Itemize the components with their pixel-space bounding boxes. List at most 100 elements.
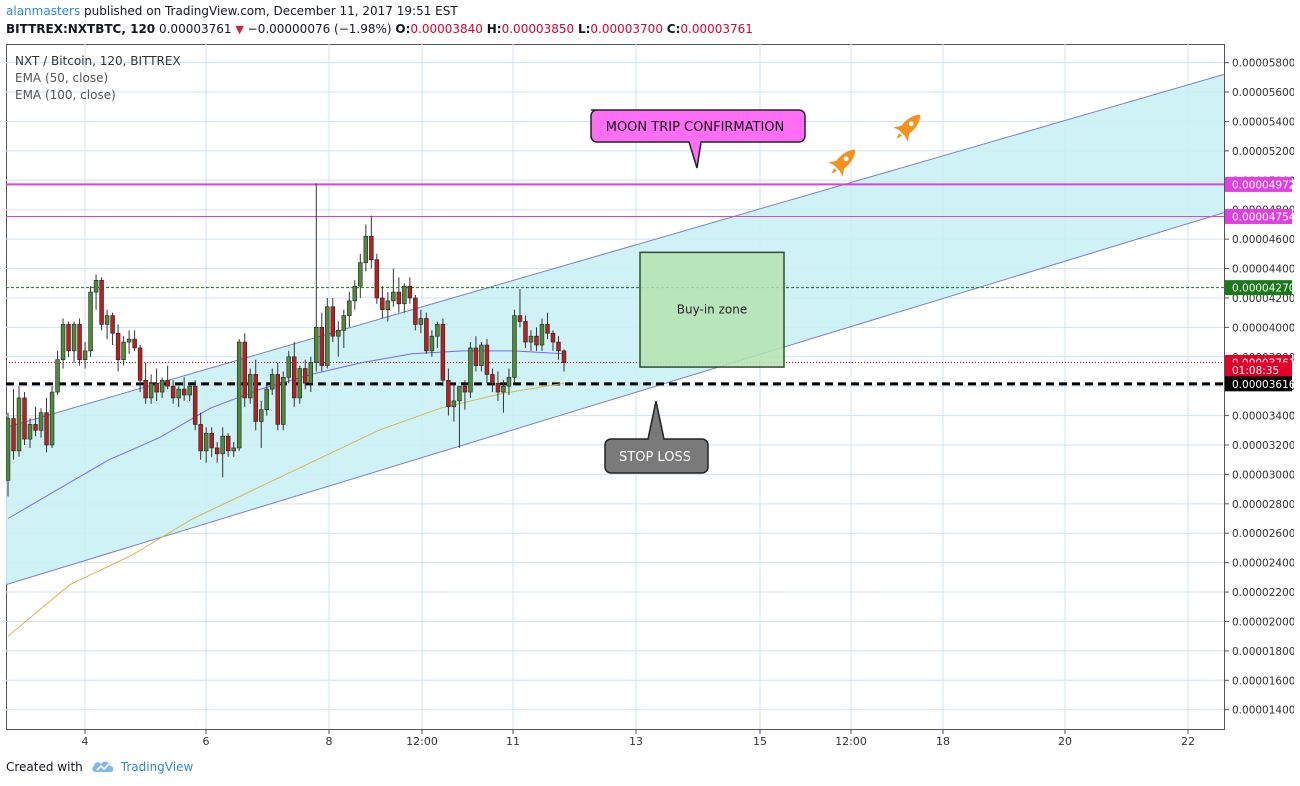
- price-label: 0.00003616: [1225, 376, 1296, 392]
- price-change: −0.00000076 (−1.98%): [247, 22, 392, 36]
- candle: [550, 330, 556, 351]
- candle: [539, 318, 545, 351]
- y-tick-label: 0.00004400: [1232, 264, 1294, 276]
- candle: [429, 330, 435, 357]
- candle-body: [99, 279, 104, 325]
- rocket-icon: [893, 114, 921, 142]
- candle: [319, 312, 325, 372]
- chart-area[interactable]: Buy-in zone MOON TRIP CONFIRMATION STOP …: [5, 44, 1296, 748]
- candle: [192, 380, 198, 431]
- stop-loss-callout-label: STOP LOSS: [619, 450, 691, 465]
- candle: [281, 371, 286, 431]
- candle: [270, 368, 275, 395]
- candle-body: [281, 377, 286, 425]
- author-link[interactable]: alanmasters: [6, 4, 81, 18]
- candle: [148, 374, 154, 404]
- candle: [374, 253, 380, 304]
- candle-body: [429, 335, 435, 352]
- x-tick-label: 22: [1181, 735, 1195, 748]
- candle-body: [297, 368, 302, 399]
- candle-body: [490, 374, 495, 384]
- candle-body: [214, 447, 220, 455]
- x-tick-label: 12:00: [835, 735, 867, 748]
- candle: [468, 342, 473, 398]
- price-label-text: 0.00004754: [1232, 211, 1294, 223]
- price-label-box: [1225, 208, 1292, 224]
- candle-body: [165, 379, 170, 387]
- candle-body: [512, 315, 517, 378]
- x-tick-label: 4: [82, 735, 89, 748]
- price-label: 0.00004754: [1225, 208, 1296, 224]
- candle-body: [159, 379, 165, 393]
- candle: [198, 412, 203, 460]
- candle-body: [242, 341, 247, 399]
- candle-body: [88, 291, 93, 352]
- channel-lower-line: [5, 212, 1225, 586]
- candle-body: [71, 324, 77, 352]
- tradingview-cloud-icon: [92, 761, 114, 772]
- candle: [242, 333, 247, 407]
- candle-body: [336, 329, 341, 337]
- candle-body: [341, 315, 347, 331]
- high-value: 0.00003850: [501, 22, 575, 36]
- price-label: 0.00004270: [1225, 280, 1295, 296]
- candle: [104, 309, 110, 340]
- candle: [545, 312, 550, 340]
- candle: [341, 309, 347, 348]
- y-tick-label: 0.00005400: [1232, 116, 1294, 128]
- candle: [501, 380, 506, 413]
- time-axis[interactable]: 4 6 8 12:00 11 13 15 12:00 18 20 22: [82, 729, 1196, 748]
- candle-body: [374, 259, 380, 299]
- candle: [561, 349, 567, 372]
- candle: [556, 336, 561, 360]
- candle: [209, 427, 214, 457]
- y-tick-label: 0.00002400: [1232, 558, 1294, 570]
- candle-body: [523, 321, 528, 343]
- price-label-text: 0.00004972: [1232, 179, 1294, 191]
- stop-loss-callout-box: [604, 400, 709, 474]
- close-label: C:: [666, 22, 681, 36]
- candle: [253, 359, 258, 431]
- price-label-box: [1225, 176, 1292, 192]
- candle-body: [391, 291, 396, 302]
- low-label: L:: [577, 22, 591, 36]
- candle-body: [435, 324, 440, 337]
- candle-body: [137, 347, 143, 381]
- candle-body: [231, 447, 236, 452]
- tradingview-link[interactable]: TradingView: [120, 760, 194, 774]
- candle-body: [495, 382, 501, 393]
- candle: [176, 386, 181, 407]
- ascending-channel: [5, 73, 1225, 586]
- candle-body: [457, 385, 462, 402]
- price-chart[interactable]: Buy-in zone MOON TRIP CONFIRMATION STOP …: [5, 44, 1296, 748]
- candle-body: [115, 332, 121, 361]
- candle-body: [440, 324, 446, 381]
- y-tick-label: 0.00001400: [1232, 705, 1294, 717]
- candle-body: [170, 385, 176, 399]
- candle: [490, 368, 495, 393]
- candle: [314, 183, 319, 372]
- candle-body: [413, 297, 418, 325]
- candle: [264, 383, 269, 416]
- candle-body: [126, 338, 132, 343]
- candle: [424, 312, 429, 354]
- y-tick-label: 0.00002800: [1232, 499, 1294, 511]
- candle: [369, 215, 374, 269]
- candle-body: [121, 341, 126, 361]
- y-tick-label: 0.00003200: [1232, 440, 1294, 452]
- candle-body: [82, 350, 88, 361]
- candle-body: [203, 432, 209, 452]
- candle-body: [176, 388, 181, 399]
- ohlc-bar: BITTREX:NXTBTC, 120 0.00003761 ▼ −0.0000…: [6, 22, 753, 36]
- candle: [457, 385, 462, 448]
- candle: [5, 412, 11, 497]
- candle: [132, 330, 137, 351]
- candle-body: [60, 324, 66, 361]
- candle-body: [451, 400, 457, 408]
- candle-body: [446, 379, 451, 408]
- candle-body: [292, 356, 297, 399]
- buy-in-zone-label: Buy-in zone: [677, 303, 747, 317]
- x-tick-label: 20: [1058, 735, 1072, 748]
- moon-callout-label: MOON TRIP CONFIRMATION: [606, 120, 785, 135]
- candle-body: [358, 262, 363, 287]
